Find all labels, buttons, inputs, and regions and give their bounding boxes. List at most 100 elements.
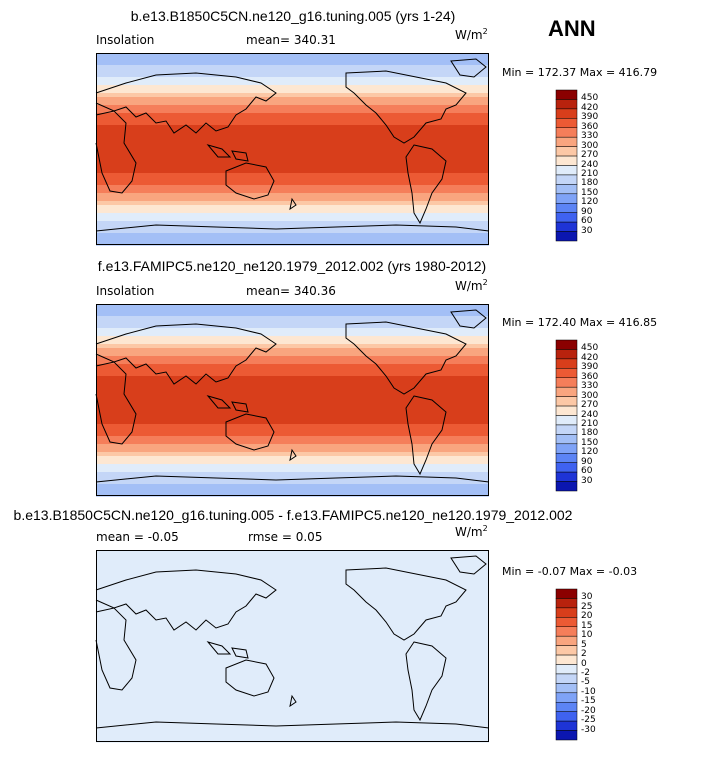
map-panel xyxy=(95,53,490,246)
map-band xyxy=(96,440,489,445)
map-band xyxy=(96,85,489,90)
map-band xyxy=(96,678,489,683)
map-band xyxy=(96,89,489,94)
map-band xyxy=(96,626,489,631)
map-band xyxy=(96,360,489,365)
map-band xyxy=(96,586,489,591)
colorbar-tick-label: 210 xyxy=(581,418,599,429)
map-band xyxy=(96,77,489,82)
map-band xyxy=(96,73,489,78)
map-band xyxy=(96,722,489,727)
colorbar-box xyxy=(555,598,578,609)
coastline xyxy=(450,555,487,575)
colorbar-box xyxy=(555,377,578,388)
units-label: W/m2 xyxy=(455,524,488,539)
minmax-label: Min = -0.07 Max = -0.03 xyxy=(502,565,638,578)
colorbar-box xyxy=(555,720,578,731)
colorbar-box xyxy=(555,108,578,119)
map-band xyxy=(96,169,489,174)
map-band xyxy=(96,582,489,587)
map-border xyxy=(96,550,489,742)
colorbar xyxy=(555,339,578,492)
colorbar-box xyxy=(555,626,578,637)
map-band xyxy=(96,368,489,373)
colorbar-tick-label: 150 xyxy=(581,437,599,448)
colorbar-tick-label: 420 xyxy=(581,102,599,113)
map-band xyxy=(96,384,489,389)
coastline xyxy=(405,395,447,476)
map-band xyxy=(96,460,489,465)
map-band xyxy=(96,726,489,731)
map-band xyxy=(96,654,489,659)
map-band xyxy=(96,408,489,413)
map-band xyxy=(96,562,489,567)
colorbar-tick-label: 120 xyxy=(581,197,599,208)
colorbar-tick-label: 360 xyxy=(581,371,599,382)
map-band xyxy=(96,189,489,194)
map-band xyxy=(96,109,489,114)
colorbar-box xyxy=(555,212,578,223)
map-band xyxy=(96,93,489,98)
map-band xyxy=(96,376,489,381)
colorbar-tick-label: 25 xyxy=(581,601,593,612)
map-band xyxy=(96,137,489,142)
map-band xyxy=(96,392,489,397)
colorbar-box xyxy=(555,136,578,147)
colorbar-box xyxy=(555,155,578,166)
map-band xyxy=(96,598,489,603)
units-label: W/m2 xyxy=(455,27,488,42)
colorbar-box xyxy=(555,654,578,665)
coastline xyxy=(95,475,490,483)
stats-label: mean= 340.31 xyxy=(246,33,336,47)
colorbar-tick-label: 30 xyxy=(581,475,593,486)
coastline xyxy=(450,58,487,78)
panel-title: f.e13.FAMIPC5.ne120_ne120.1979_2012.002 … xyxy=(97,258,487,274)
map-band xyxy=(96,153,489,158)
map-band xyxy=(96,646,489,651)
map-band xyxy=(96,372,489,377)
map-band xyxy=(96,53,489,58)
coastline xyxy=(345,567,467,641)
colorbar-box xyxy=(555,617,578,627)
map-band xyxy=(96,436,489,441)
stats-label: rmse = 0.05 xyxy=(248,530,323,544)
coastline xyxy=(95,607,137,691)
colorbar-box xyxy=(555,692,578,703)
map-band xyxy=(96,642,489,647)
map-band xyxy=(96,606,489,611)
coastline xyxy=(95,323,277,385)
map-band xyxy=(96,225,489,230)
colorbar-tick-label: 90 xyxy=(581,456,593,467)
map-band xyxy=(96,464,489,469)
map-band xyxy=(96,590,489,595)
colorbar-tick-label: 300 xyxy=(581,390,599,401)
colorbar-box xyxy=(555,118,578,128)
map-border xyxy=(96,304,489,496)
variable-label: Insolation xyxy=(96,33,155,47)
colorbar-box xyxy=(555,588,578,599)
map-band xyxy=(96,452,489,457)
map-band xyxy=(96,658,489,663)
colorbar-tick-label: -30 xyxy=(581,724,596,735)
coastline xyxy=(345,321,467,395)
colorbar-box xyxy=(555,405,578,416)
colorbar-tick-label: 450 xyxy=(581,343,599,354)
colorbar-box xyxy=(555,462,578,473)
map-band xyxy=(96,662,489,667)
coastline xyxy=(206,395,232,409)
panel-title: b.e13.B1850C5CN.ne120_g16.tuning.005 (yr… xyxy=(130,8,456,24)
map-band xyxy=(96,714,489,719)
map-band xyxy=(96,424,489,429)
coastline xyxy=(289,694,297,708)
coastline xyxy=(289,448,297,462)
map-band xyxy=(96,356,489,361)
colorbar-tick-label: 30 xyxy=(581,225,593,236)
panel-title: b.e13.B1850C5CN.ne120_g16.tuning.005 - f… xyxy=(13,507,573,523)
coastline xyxy=(95,72,277,134)
map-band xyxy=(96,380,489,385)
colorbar-tick-label: 300 xyxy=(581,140,599,151)
colorbar-box xyxy=(555,711,578,722)
colorbar-tick-label: 390 xyxy=(581,362,599,373)
colorbar-tick-label: 0 xyxy=(581,658,587,669)
map-band xyxy=(96,634,489,639)
